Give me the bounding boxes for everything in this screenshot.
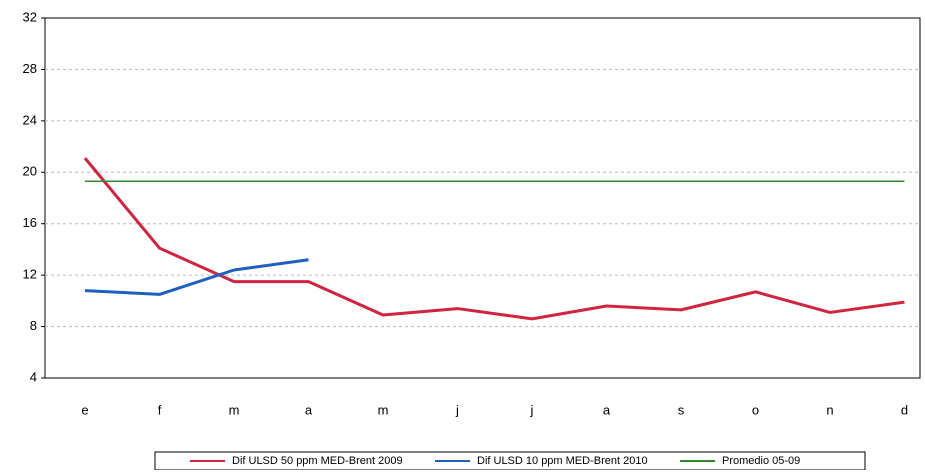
x-tick-label: f <box>158 402 162 417</box>
y-tick-label: 12 <box>23 267 37 282</box>
x-tick-label: o <box>752 402 759 417</box>
y-tick-label: 24 <box>23 112 37 127</box>
x-tick-label: d <box>901 402 908 417</box>
y-tick-label: 4 <box>30 369 37 384</box>
y-tick-label: 28 <box>23 61 37 76</box>
series-line <box>83 157 905 321</box>
y-tick-label: 16 <box>23 215 37 230</box>
legend-label: Dif ULSD 10 ppm MED-Brent 2010 <box>477 455 648 467</box>
x-tick-label: m <box>378 402 389 417</box>
y-tick-label: 32 <box>23 9 37 24</box>
x-tick-label: m <box>229 402 240 417</box>
x-tick-label: n <box>826 402 833 417</box>
x-tick-label: a <box>603 402 611 417</box>
x-tick-label: a <box>305 402 313 417</box>
x-tick-label: j <box>530 402 534 417</box>
x-tick-label: e <box>81 402 88 417</box>
y-tick-label: 8 <box>30 318 37 333</box>
x-tick-label: s <box>678 402 685 417</box>
x-tick-label: j <box>455 402 459 417</box>
y-tick-label: 20 <box>23 164 37 179</box>
plot-frame <box>44 17 921 379</box>
series-line <box>84 258 309 296</box>
legend-label: Promedio 05-09 <box>722 455 800 467</box>
legend-label: Dif ULSD 50 ppm MED-Brent 2009 <box>232 455 403 467</box>
